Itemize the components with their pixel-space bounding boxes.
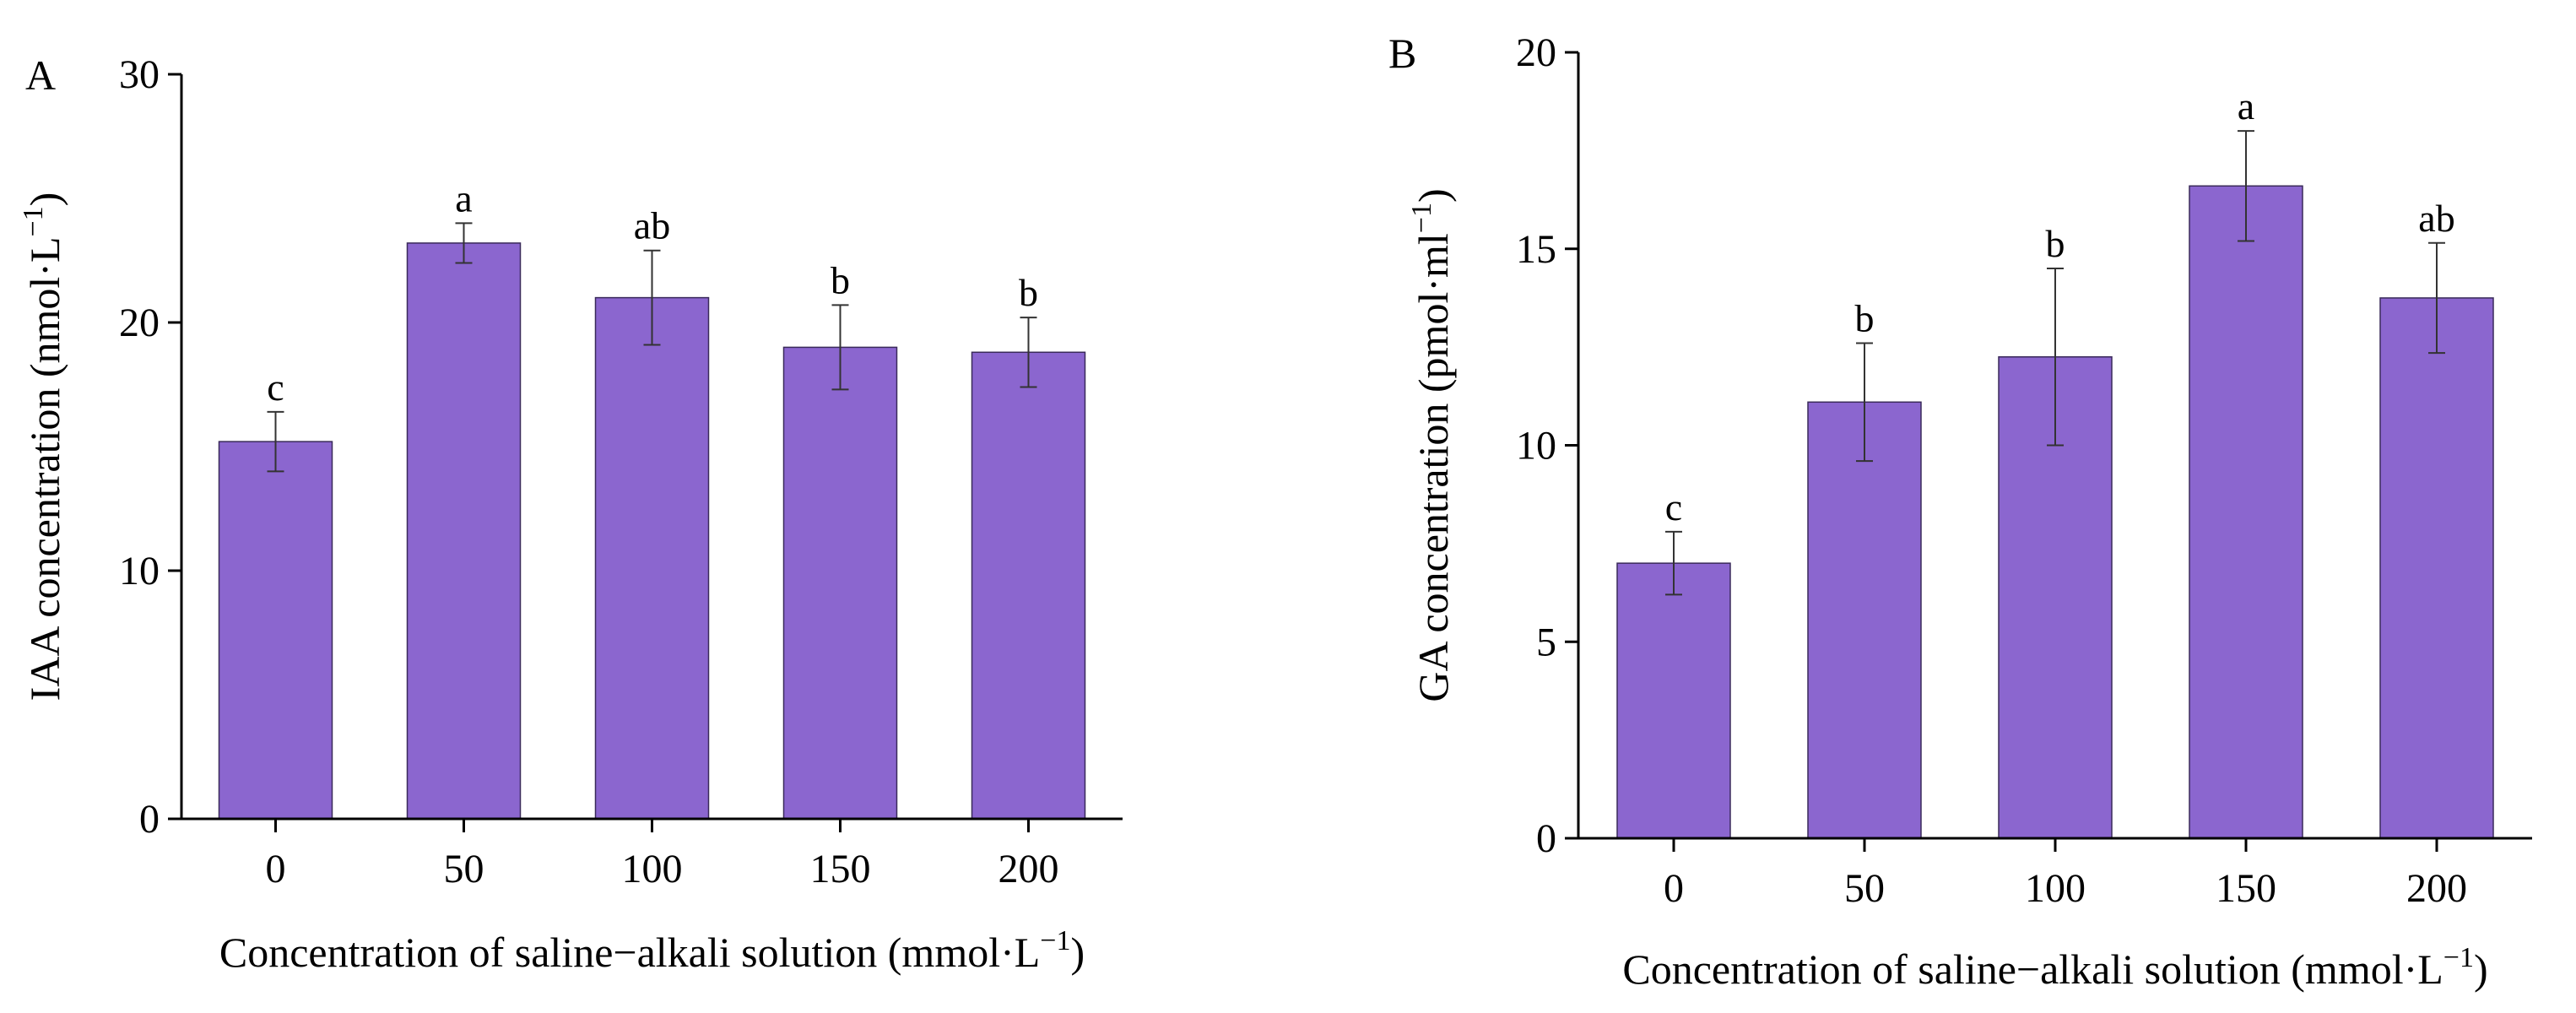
x-tick-label: 150 [810, 847, 871, 891]
figure: Acaabb b01020300 50 100 150 200Concentration … [0, 0, 2576, 1013]
x-tick-label: 200 [2406, 866, 2467, 911]
bar [408, 243, 521, 819]
x-axis-title-main: Concentration of saline−alkali solution … [219, 929, 1040, 976]
significance-label: a [455, 176, 472, 219]
significance-label: ab [634, 204, 670, 247]
panel-label: A [25, 51, 56, 99]
x-tick-label: 100 [2025, 866, 2086, 911]
y-axis-title-superscript: −1 [18, 206, 49, 236]
bar [2380, 298, 2493, 838]
y-axis-title-end: ) [1410, 188, 1457, 203]
y-axis-title: GA concentration (pmol·ml−1) [1406, 188, 1457, 702]
significance-label: b [1019, 271, 1038, 314]
significance-label: a [2238, 84, 2254, 127]
y-tick-label: 0 [1536, 816, 1556, 861]
bar [1617, 563, 1730, 838]
significance-label: c [1665, 485, 1682, 528]
x-axis-title: Concentration of saline−alkali solution … [1622, 942, 2487, 993]
x-tick-label: 50 [1844, 866, 1885, 911]
significance-label: b [831, 258, 850, 301]
bar [596, 298, 709, 819]
y-tick-label: 5 [1536, 620, 1556, 664]
x-tick-label: 0 [266, 847, 286, 891]
x-tick-label: 0 [1664, 866, 1684, 911]
x-tick-label: 200 [998, 847, 1059, 891]
x-axis-title-main: Concentration of saline−alkali solution … [1622, 945, 2443, 993]
y-axis-title-end: ) [21, 192, 68, 207]
bar [972, 352, 1085, 819]
x-axis-title-superscript: −1 [2443, 942, 2474, 973]
panel-label: B [1388, 30, 1416, 77]
x-axis-title: Concentration of saline−alkali solution … [219, 925, 1085, 976]
y-tick-label: 15 [1516, 227, 1556, 272]
significance-label: b [1855, 296, 1875, 339]
significance-label: ab [2418, 197, 2454, 240]
significance-label: b [2046, 222, 2065, 265]
significance-label: c [267, 366, 284, 409]
y-tick-label: 0 [139, 797, 160, 842]
x-tick-label: 150 [2216, 866, 2276, 911]
x-axis-title-superscript: −1 [1040, 925, 1070, 956]
y-tick-label: 20 [1516, 30, 1556, 75]
chart-panel-a: Ac a ab b b 0 10 20 30 0 50 100 150 200 Concentration … [18, 51, 1123, 976]
y-axis-title-main: IAA concentration (nmol·L [21, 237, 68, 702]
x-axis-title-end: ) [2474, 945, 2488, 993]
y-tick-label: 10 [1516, 424, 1556, 469]
bar [219, 441, 333, 819]
y-tick-label: 30 [119, 52, 160, 97]
y-axis-title-main: GA concentration (pmol·ml [1410, 233, 1457, 702]
y-tick-label: 10 [119, 549, 160, 593]
bar [2189, 186, 2303, 838]
bar [1808, 402, 1921, 838]
x-tick-label: 100 [622, 847, 683, 891]
y-axis-title-superscript: −1 [1406, 203, 1437, 233]
bar [784, 347, 897, 819]
x-tick-label: 50 [444, 847, 484, 891]
y-axis-title: IAA concentration (nmol·L−1) [18, 192, 68, 702]
x-axis-title-end: ) [1070, 929, 1085, 976]
y-tick-label: 20 [119, 301, 160, 345]
